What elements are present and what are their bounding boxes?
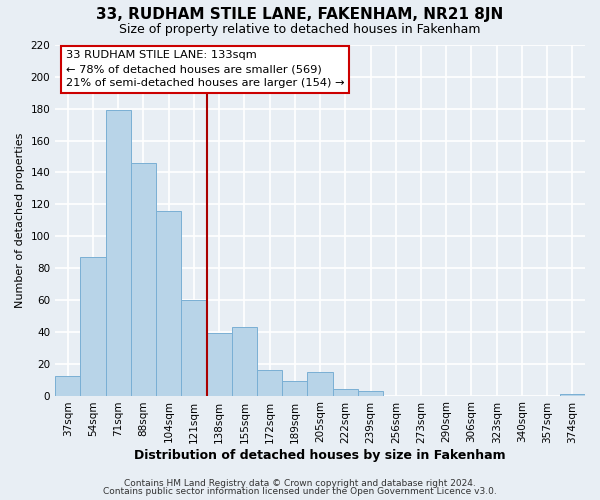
Bar [307, 372, 332, 396]
Bar [358, 391, 383, 396]
X-axis label: Distribution of detached houses by size in Fakenham: Distribution of detached houses by size … [134, 450, 506, 462]
Text: Size of property relative to detached houses in Fakenham: Size of property relative to detached ho… [119, 22, 481, 36]
Bar [257, 370, 282, 396]
Bar [106, 110, 131, 396]
Text: Contains public sector information licensed under the Open Government Licence v3: Contains public sector information licen… [103, 487, 497, 496]
Bar [332, 389, 358, 396]
Bar [55, 376, 80, 396]
Y-axis label: Number of detached properties: Number of detached properties [15, 132, 25, 308]
Bar [206, 334, 232, 396]
Bar [181, 300, 206, 396]
Bar [80, 257, 106, 396]
Bar [131, 163, 156, 396]
Bar [232, 327, 257, 396]
Text: 33, RUDHAM STILE LANE, FAKENHAM, NR21 8JN: 33, RUDHAM STILE LANE, FAKENHAM, NR21 8J… [97, 8, 503, 22]
Text: Contains HM Land Registry data © Crown copyright and database right 2024.: Contains HM Land Registry data © Crown c… [124, 478, 476, 488]
Text: 33 RUDHAM STILE LANE: 133sqm
← 78% of detached houses are smaller (569)
21% of s: 33 RUDHAM STILE LANE: 133sqm ← 78% of de… [66, 50, 344, 88]
Bar [282, 381, 307, 396]
Bar [156, 210, 181, 396]
Bar [560, 394, 585, 396]
